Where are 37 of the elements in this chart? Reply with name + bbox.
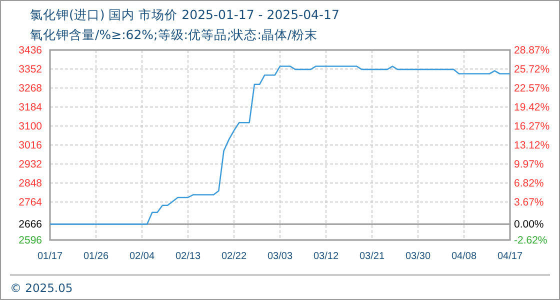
y-tick-label: 2848 <box>18 177 42 190</box>
y2-tick-label: 13.12% <box>514 139 550 152</box>
y-tick-label: 3436 <box>18 44 42 56</box>
y-tick-label: 2596 <box>18 234 42 246</box>
x-tick-label: 03/12 <box>313 251 339 262</box>
y2-tick-label: 0.00% <box>514 218 544 231</box>
y-tick-label: 2666 <box>18 218 42 231</box>
y-tick-label: 3352 <box>18 63 42 76</box>
chart-subtitle: 氧化钾含量/%≥:62%;等级:优等品;状态:晶体/粉末 <box>30 27 318 42</box>
x-tick-label: 02/04 <box>129 251 155 262</box>
y2-tick-label: 16.27% <box>514 120 550 132</box>
y-tick-label: 2932 <box>18 158 42 170</box>
y-tick-label: 3184 <box>18 101 42 114</box>
text: © 2025.05 <box>10 281 73 295</box>
chart-title: 氯化钾(进口) 国内 市场价 2025-01-17 - 2025-04-17 <box>30 7 340 22</box>
y2-tick-label: 22.57% <box>514 82 550 94</box>
x-tick-label: 04/08 <box>451 251 477 262</box>
y2-tick-label: 28.87% <box>514 44 550 56</box>
x-tick-label: 02/22 <box>221 251 247 262</box>
x-tick-label: 03/03 <box>267 251 293 262</box>
y2-tick-label: 25.72% <box>514 63 550 76</box>
x-tick-label: 01/26 <box>83 251 109 262</box>
y2-tick-label: -2.62% <box>514 234 548 246</box>
x-tick-label: 03/30 <box>405 251 431 262</box>
y2-tick-label: 19.42% <box>514 101 550 114</box>
y-tick-label: 3016 <box>18 139 42 152</box>
y-tick-label: 2764 <box>18 196 42 208</box>
x-tick-label: 04/17 <box>497 251 523 262</box>
y-tick-label: 3268 <box>18 82 42 94</box>
x-tick-label: 02/13 <box>175 251 201 262</box>
y2-tick-label: 6.82% <box>514 177 544 190</box>
y2-tick-label: 3.67% <box>514 196 544 208</box>
x-tick-label: 03/21 <box>359 251 385 262</box>
x-tick-label: 01/17 <box>37 251 63 262</box>
line-series <box>49 66 511 225</box>
y2-tick-label: 9.97% <box>514 158 544 170</box>
y-tick-label: 3100 <box>18 120 42 132</box>
